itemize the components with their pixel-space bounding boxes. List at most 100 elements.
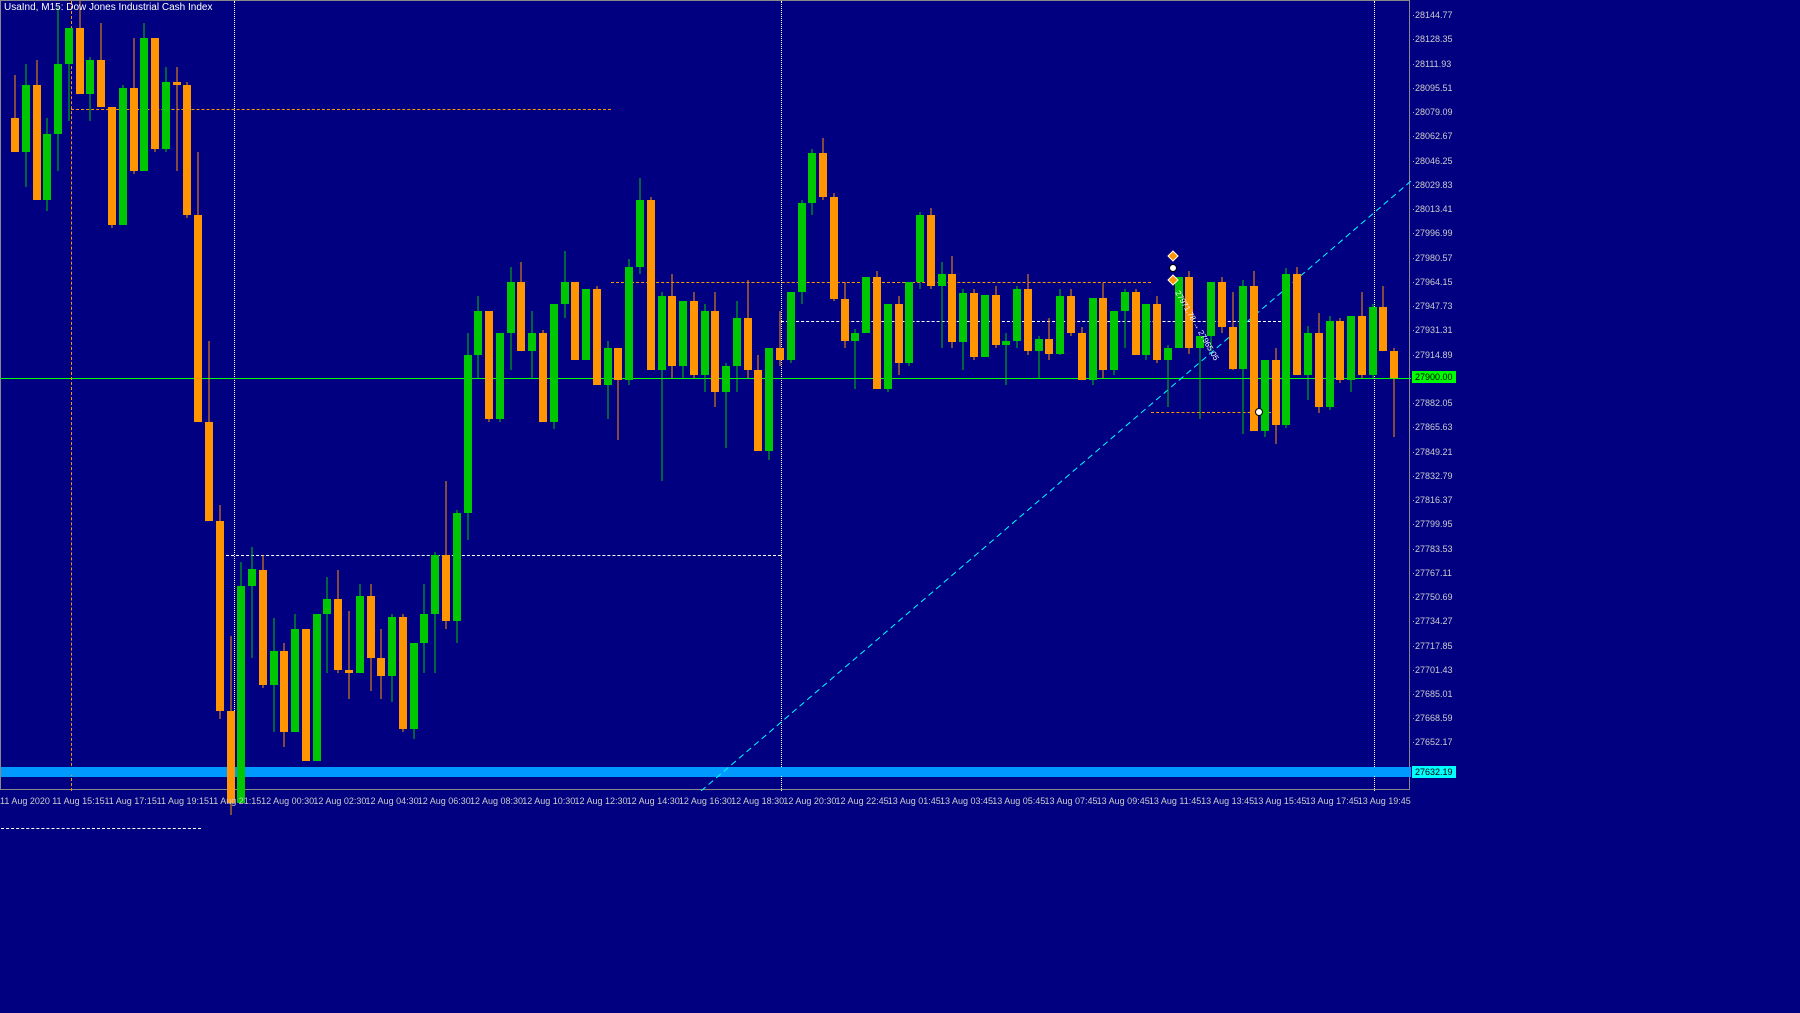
candle[interactable] — [895, 296, 903, 374]
candle[interactable] — [313, 614, 321, 762]
candle[interactable] — [1347, 316, 1355, 393]
candle[interactable] — [517, 262, 525, 351]
candle[interactable] — [1002, 333, 1010, 385]
candle[interactable] — [830, 193, 838, 301]
candle[interactable] — [1164, 345, 1172, 407]
candle[interactable] — [658, 292, 666, 481]
candle[interactable] — [1196, 336, 1204, 419]
candle[interactable] — [722, 363, 730, 449]
candle[interactable] — [636, 178, 644, 274]
candle[interactable] — [873, 271, 881, 389]
candle[interactable] — [1261, 360, 1269, 437]
candle[interactable] — [1121, 289, 1129, 348]
candle[interactable] — [227, 636, 235, 815]
candle[interactable] — [992, 286, 1000, 348]
candle[interactable] — [151, 38, 159, 152]
candle[interactable] — [593, 286, 601, 385]
candle[interactable] — [959, 289, 967, 370]
candle[interactable] — [130, 38, 138, 174]
candle[interactable] — [43, 118, 51, 211]
candle[interactable] — [496, 333, 504, 422]
candle[interactable] — [550, 304, 558, 430]
candle[interactable] — [1390, 348, 1398, 437]
candle[interactable] — [571, 282, 579, 360]
candle[interactable] — [1142, 304, 1150, 360]
candle[interactable] — [474, 296, 482, 377]
candle[interactable] — [1132, 289, 1140, 355]
candle[interactable] — [1282, 268, 1290, 427]
candle[interactable] — [1315, 313, 1323, 413]
candle[interactable] — [647, 197, 655, 370]
candle[interactable] — [367, 584, 375, 690]
candle[interactable] — [302, 629, 310, 762]
candle[interactable] — [744, 280, 752, 377]
candle[interactable] — [205, 341, 213, 521]
candle[interactable] — [679, 301, 687, 378]
candle[interactable] — [701, 304, 709, 393]
candle[interactable] — [410, 643, 418, 739]
candle[interactable] — [119, 85, 127, 225]
candle[interactable] — [948, 256, 956, 348]
candle[interactable] — [162, 67, 170, 151]
candle[interactable] — [711, 292, 719, 407]
candle[interactable] — [464, 333, 472, 540]
candle[interactable] — [1110, 311, 1118, 374]
candle[interactable] — [927, 208, 935, 289]
candle[interactable] — [1326, 316, 1334, 411]
candle[interactable] — [65, 28, 73, 121]
candle[interactable] — [1272, 348, 1280, 444]
candle[interactable] — [216, 505, 224, 719]
candle[interactable] — [1024, 274, 1032, 355]
candle[interactable] — [270, 618, 278, 732]
candle[interactable] — [248, 547, 256, 658]
candle[interactable] — [1229, 292, 1237, 370]
candle[interactable] — [1067, 289, 1075, 336]
candle[interactable] — [1078, 327, 1086, 380]
candle[interactable] — [173, 67, 181, 170]
candle[interactable] — [431, 552, 439, 673]
candle[interactable] — [614, 348, 622, 440]
candle[interactable] — [1175, 277, 1183, 348]
candle[interactable] — [851, 329, 859, 390]
candle[interactable] — [1218, 277, 1226, 333]
candle[interactable] — [54, 7, 62, 171]
candle[interactable] — [86, 57, 94, 120]
candle[interactable] — [765, 348, 773, 460]
candle[interactable] — [323, 577, 331, 673]
candle[interactable] — [905, 282, 913, 366]
candle[interactable] — [539, 330, 547, 422]
candle[interactable] — [237, 562, 245, 803]
candle[interactable] — [22, 64, 30, 187]
candle[interactable] — [356, 584, 364, 673]
candle[interactable] — [485, 311, 493, 422]
candle[interactable] — [808, 149, 816, 215]
candle[interactable] — [668, 274, 676, 377]
candle[interactable] — [819, 138, 827, 200]
candle[interactable] — [442, 481, 450, 629]
candle[interactable] — [420, 584, 428, 673]
candle[interactable] — [690, 292, 698, 378]
candle[interactable] — [334, 570, 342, 673]
candle[interactable] — [776, 311, 784, 366]
candle[interactable] — [97, 23, 105, 107]
candle[interactable] — [604, 341, 612, 419]
candle[interactable] — [1013, 286, 1021, 348]
candle[interactable] — [754, 355, 762, 451]
candle[interactable] — [1239, 280, 1247, 434]
candle[interactable] — [970, 289, 978, 360]
candle[interactable] — [1153, 296, 1161, 362]
candle[interactable] — [194, 152, 202, 422]
candle[interactable] — [1089, 298, 1097, 385]
candle[interactable] — [108, 107, 116, 228]
candle[interactable] — [1099, 283, 1107, 378]
candle[interactable] — [453, 510, 461, 643]
candle[interactable] — [916, 212, 924, 289]
candle[interactable] — [733, 301, 741, 393]
candle[interactable] — [507, 267, 515, 370]
candle[interactable] — [1358, 292, 1366, 378]
candle[interactable] — [291, 614, 299, 732]
candle[interactable] — [528, 311, 536, 377]
candle[interactable] — [841, 282, 849, 348]
candle[interactable] — [561, 251, 569, 319]
candle[interactable] — [1379, 286, 1387, 351]
